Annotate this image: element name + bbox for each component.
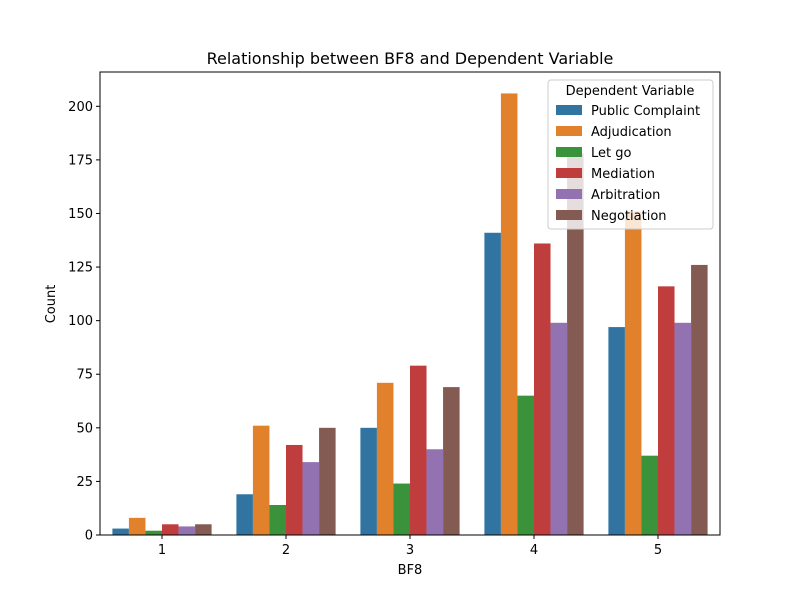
y-tick-label: 25 bbox=[76, 475, 93, 490]
bar-mediation-4 bbox=[534, 243, 551, 536]
legend-label-public-complaint: Public Complaint bbox=[591, 104, 700, 119]
x-tick-label: 5 bbox=[654, 543, 662, 558]
bar-adjudication-3 bbox=[376, 382, 394, 535]
y-tick-label: 75 bbox=[76, 368, 93, 383]
bar-mediation-1 bbox=[162, 524, 179, 535]
bar-negotiation-5 bbox=[691, 264, 708, 535]
bar-negotiation-1 bbox=[195, 524, 212, 535]
bar-mediation-2 bbox=[286, 444, 303, 535]
legend-label-mediation: Mediation bbox=[591, 167, 655, 182]
y-tick-label: 50 bbox=[76, 421, 93, 436]
bar-let-go-5 bbox=[641, 455, 658, 535]
legend-swatch-negotiation bbox=[556, 210, 582, 220]
y-tick-label: 175 bbox=[68, 153, 93, 168]
bar-arbitration-5 bbox=[674, 322, 692, 535]
bar-mediation-5 bbox=[658, 286, 675, 535]
legend-label-arbitration: Arbitration bbox=[591, 188, 660, 203]
bar-public-complaint-2 bbox=[236, 494, 253, 535]
bar-arbitration-4 bbox=[550, 322, 568, 535]
legend-items: Public Complaint Adjudication Let go Mediat… bbox=[556, 104, 700, 224]
x-tick-label: 3 bbox=[406, 543, 414, 558]
x-tick-label: 4 bbox=[530, 543, 538, 558]
legend: Dependent Variable Public Complaint Adjud… bbox=[547, 79, 714, 230]
bar-arbitration-2 bbox=[302, 462, 320, 535]
bar-public-complaint-1 bbox=[112, 528, 129, 535]
chart-title: Relationship between BF8 and Dependent V… bbox=[207, 49, 614, 68]
bar-negotiation-3 bbox=[443, 387, 460, 535]
bar-public-complaint-4 bbox=[484, 232, 501, 535]
legend-label-negotiation: Negotiation bbox=[591, 209, 667, 224]
bar-let-go-3 bbox=[393, 483, 410, 535]
x-axis-label: BF8 bbox=[398, 563, 423, 578]
legend-box bbox=[547, 79, 714, 230]
bar-arbitration-3 bbox=[426, 449, 444, 535]
legend-swatch-mediation bbox=[556, 168, 582, 178]
y-tick-label: 0 bbox=[85, 529, 93, 544]
bar-let-go-1 bbox=[145, 530, 162, 535]
bars-group bbox=[112, 93, 708, 536]
legend-title: Dependent Variable bbox=[566, 84, 695, 99]
legend-swatch-arbitration bbox=[556, 189, 582, 199]
y-tick-label: 150 bbox=[68, 207, 93, 222]
bar-arbitration-1 bbox=[178, 526, 196, 535]
legend-swatch-let-go bbox=[556, 147, 582, 157]
x-tick-label: 1 bbox=[158, 543, 166, 558]
legend-swatch-adjudication bbox=[556, 126, 582, 136]
legend-label-let-go: Let go bbox=[591, 146, 631, 161]
y-tick-label: 200 bbox=[68, 100, 93, 115]
legend-label-adjudication: Adjudication bbox=[591, 125, 672, 140]
x-axis: 1 2 3 4 5 bbox=[158, 535, 662, 558]
bar-let-go-4 bbox=[517, 395, 534, 535]
legend-swatch-public-complaint bbox=[556, 105, 582, 115]
bar-let-go-2 bbox=[269, 504, 286, 535]
x-tick-label: 2 bbox=[282, 543, 290, 558]
y-axis-label: Count bbox=[44, 285, 59, 324]
bar-adjudication-5 bbox=[624, 211, 642, 535]
bar-public-complaint-3 bbox=[360, 427, 377, 535]
bar-negotiation-2 bbox=[319, 427, 336, 535]
bar-adjudication-2 bbox=[252, 425, 270, 535]
bar-mediation-3 bbox=[410, 365, 427, 535]
bar-public-complaint-5 bbox=[608, 327, 625, 535]
y-tick-label: 125 bbox=[68, 261, 93, 276]
y-axis: 0 25 50 75 100 125 150 175 200 bbox=[68, 100, 100, 544]
bar-adjudication-4 bbox=[500, 93, 518, 535]
bar-negotiation-4 bbox=[567, 153, 584, 535]
y-tick-label: 100 bbox=[68, 314, 93, 329]
bar-adjudication-1 bbox=[128, 517, 146, 535]
